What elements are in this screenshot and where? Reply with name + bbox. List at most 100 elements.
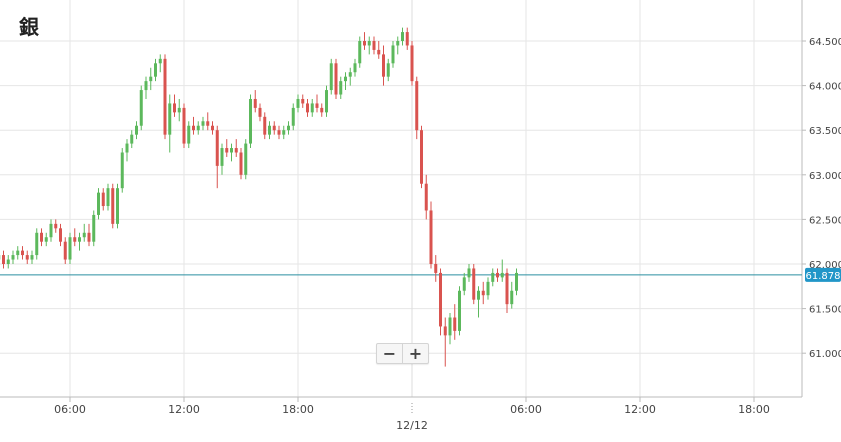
candle-body	[420, 130, 423, 184]
candle-body	[135, 126, 138, 135]
candle-body	[54, 224, 57, 228]
candle-body	[206, 121, 209, 125]
x-tick-label: 12:00	[168, 403, 200, 416]
candle-body	[263, 117, 266, 135]
candle-body	[387, 63, 390, 76]
candle-body	[349, 72, 352, 76]
candle-body	[154, 63, 157, 76]
candle-body	[145, 81, 148, 90]
candle-body	[259, 108, 262, 117]
x-tick-label: 12:00	[624, 403, 656, 416]
candle-body	[487, 282, 490, 295]
candle-body	[358, 41, 361, 63]
candle-body	[69, 237, 72, 259]
candle-body	[363, 41, 366, 45]
zoom-out-button[interactable]: −	[377, 344, 402, 363]
candle-body	[254, 99, 257, 108]
candle-body	[202, 121, 205, 125]
candle-body	[330, 63, 333, 90]
candle-body	[173, 103, 176, 112]
candle-body	[149, 77, 152, 81]
candle-body	[111, 188, 114, 224]
candle-body	[249, 99, 252, 144]
candle-body	[477, 291, 480, 300]
y-tick-label: 64.000	[809, 82, 841, 93]
x-tick-label: 18:00	[282, 403, 314, 416]
candle-body	[35, 233, 38, 255]
candle-body	[78, 237, 81, 241]
candle-body	[339, 81, 342, 94]
candle-body	[140, 90, 143, 126]
candle-body	[12, 255, 15, 259]
candle-body	[297, 99, 300, 108]
candle-body	[211, 126, 214, 130]
candle-body	[406, 32, 409, 45]
candle-body	[2, 255, 5, 264]
candle-body	[64, 242, 67, 260]
candle-body	[282, 130, 285, 134]
candle-body	[121, 153, 124, 189]
candle-body	[126, 144, 129, 153]
y-tick-label: 64.500	[809, 37, 841, 48]
y-tick-label: 63.000	[809, 171, 841, 182]
candle-body	[130, 135, 133, 144]
candle-body	[187, 126, 190, 144]
candle-body	[368, 41, 371, 45]
zoom-controls: − +	[376, 343, 429, 364]
candle-body	[491, 273, 494, 282]
candle-body	[515, 273, 518, 291]
candle-body	[434, 264, 437, 273]
x-tick-label: 06:00	[54, 403, 86, 416]
candle-body	[235, 148, 238, 152]
candle-body	[45, 237, 48, 241]
y-tick-label: 62.500	[809, 215, 841, 226]
x-tick-label: 18:00	[738, 403, 770, 416]
candle-body	[382, 54, 385, 76]
current-price-label: 61.878	[806, 271, 841, 282]
y-tick-label: 63.500	[809, 126, 841, 137]
candle-body	[268, 126, 271, 135]
candle-body	[273, 126, 276, 130]
candle-body	[21, 251, 24, 255]
candle-body	[335, 63, 338, 94]
candle-body	[168, 103, 171, 134]
candle-body	[73, 237, 76, 241]
candle-body	[311, 103, 314, 112]
candle-body	[26, 255, 29, 259]
candle-body	[411, 45, 414, 81]
candle-body	[506, 273, 509, 304]
candle-body	[301, 99, 304, 103]
candle-body	[320, 108, 323, 112]
candle-body	[401, 32, 404, 41]
y-tick-label: 61.000	[809, 349, 841, 360]
candle-body	[50, 224, 53, 237]
candle-body	[425, 184, 428, 211]
candle-body	[316, 103, 319, 107]
candle-body	[377, 50, 380, 54]
date-label: 12/12	[396, 419, 428, 432]
candle-body	[97, 193, 100, 215]
candle-body	[501, 273, 504, 277]
candle-body	[92, 215, 95, 242]
candle-body	[373, 41, 376, 50]
candle-body	[354, 63, 357, 72]
candle-body	[287, 126, 290, 130]
candle-body	[197, 126, 200, 130]
chart-title: 銀	[19, 11, 39, 40]
candle-body	[396, 41, 399, 45]
candle-body	[392, 45, 395, 63]
candle-body	[244, 144, 247, 175]
candle-body	[221, 148, 224, 166]
candle-body	[16, 251, 19, 255]
candle-body	[183, 108, 186, 144]
candle-body	[430, 210, 433, 264]
zoom-in-button[interactable]: +	[402, 344, 428, 363]
candle-body	[306, 103, 309, 112]
candle-body	[116, 188, 119, 224]
x-tick-label: 06:00	[510, 403, 542, 416]
candle-body	[439, 273, 442, 327]
candle-body	[482, 291, 485, 295]
candle-body	[192, 126, 195, 130]
